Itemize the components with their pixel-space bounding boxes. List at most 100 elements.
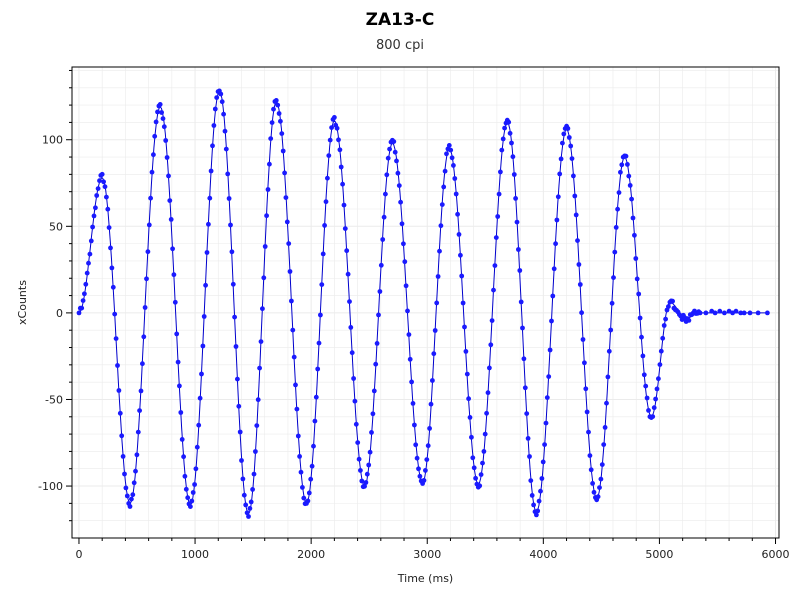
data-point xyxy=(448,147,454,153)
data-point xyxy=(456,232,462,237)
data-point xyxy=(345,271,351,277)
data-point xyxy=(117,410,123,416)
data-point xyxy=(341,202,347,208)
data-point xyxy=(369,430,374,435)
data-point xyxy=(141,334,147,340)
data-point xyxy=(318,312,323,318)
data-point xyxy=(275,102,281,108)
data-point xyxy=(112,311,118,317)
data-point xyxy=(293,382,298,388)
data-point xyxy=(656,376,661,382)
data-point xyxy=(291,354,297,360)
data-point xyxy=(554,217,560,223)
data-point xyxy=(738,310,744,316)
data-point xyxy=(555,194,561,200)
data-point xyxy=(190,490,196,495)
data-point xyxy=(131,480,137,486)
data-point xyxy=(97,178,102,184)
data-point xyxy=(298,469,304,475)
data-point xyxy=(551,266,557,272)
data-point xyxy=(484,410,489,416)
data-point xyxy=(332,115,337,120)
data-point xyxy=(446,143,452,148)
data-point xyxy=(222,128,228,134)
data-point xyxy=(488,342,494,348)
data-point xyxy=(462,324,467,330)
data-point xyxy=(399,221,405,227)
data-point xyxy=(597,485,602,490)
data-point xyxy=(229,249,235,255)
y-tick-label: 100 xyxy=(42,134,63,147)
data-point xyxy=(509,140,514,146)
data-point xyxy=(211,123,217,128)
data-point xyxy=(161,124,167,130)
data-point xyxy=(264,213,269,219)
x-tick-label: 4000 xyxy=(529,548,557,561)
data-point xyxy=(469,434,474,440)
y-tick-label: -100 xyxy=(38,480,63,493)
data-point xyxy=(651,405,657,411)
data-point xyxy=(584,409,590,415)
data-point xyxy=(326,153,332,159)
data-point xyxy=(95,186,101,192)
data-point xyxy=(609,300,615,306)
data-point xyxy=(478,472,484,477)
data-point xyxy=(170,246,176,252)
data-point xyxy=(327,137,333,143)
data-point xyxy=(319,282,325,287)
data-point xyxy=(356,456,362,462)
data-point xyxy=(124,493,130,499)
y-tick-label: -50 xyxy=(45,393,63,406)
data-point xyxy=(315,366,321,372)
data-point xyxy=(529,493,535,498)
data-point xyxy=(608,327,614,333)
data-point xyxy=(521,356,527,362)
data-point xyxy=(115,363,120,368)
data-point xyxy=(142,305,148,310)
data-point xyxy=(634,276,640,282)
data-point xyxy=(477,483,483,489)
data-point xyxy=(733,308,739,314)
data-point xyxy=(455,211,460,217)
data-point xyxy=(201,314,207,319)
data-point xyxy=(587,453,593,458)
chart-title: ZA13-C xyxy=(365,10,435,30)
data-point xyxy=(464,371,470,377)
data-point xyxy=(565,126,571,131)
data-point xyxy=(311,443,316,449)
data-point xyxy=(646,408,651,413)
data-point xyxy=(120,454,126,459)
data-point xyxy=(152,133,158,139)
data-point xyxy=(686,318,692,323)
data-point xyxy=(395,170,401,176)
data-point xyxy=(104,194,109,200)
data-point xyxy=(183,486,189,492)
data-point xyxy=(286,241,292,247)
data-point xyxy=(309,463,315,469)
data-point xyxy=(182,473,188,479)
data-point xyxy=(602,425,608,430)
data-point xyxy=(284,219,290,225)
data-point xyxy=(236,403,242,409)
data-point xyxy=(765,310,770,316)
data-point xyxy=(506,119,512,125)
data-point xyxy=(516,247,521,252)
data-point xyxy=(300,485,305,490)
data-point xyxy=(168,217,174,222)
data-point xyxy=(363,480,369,485)
data-point xyxy=(282,170,287,176)
data-point xyxy=(416,466,421,472)
data-point xyxy=(606,348,612,354)
data-point xyxy=(755,310,761,316)
data-point xyxy=(295,433,301,439)
data-point xyxy=(110,284,116,290)
data-point xyxy=(153,119,159,125)
data-point xyxy=(402,259,408,265)
data-point xyxy=(355,440,361,445)
data-point xyxy=(278,118,283,124)
data-point xyxy=(378,262,384,268)
data-point xyxy=(138,388,144,394)
data-point xyxy=(250,487,256,492)
y-axis-title: xCounts xyxy=(16,280,29,325)
